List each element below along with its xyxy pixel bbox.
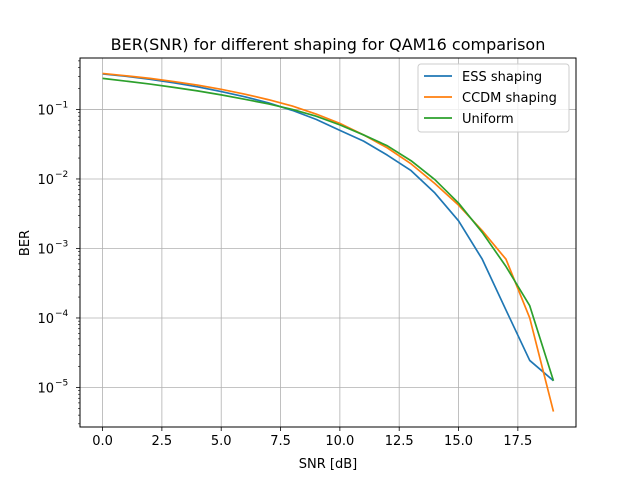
y-tick-base: 10 <box>37 312 54 327</box>
y-tick-exponent: −2 <box>55 170 68 180</box>
x-tick-label: 2.5 <box>152 434 173 449</box>
y-tick-label: 10 <box>37 381 54 396</box>
y-tick-label: 10 <box>37 173 54 188</box>
series-line-ess-shaping <box>102 73 555 382</box>
plot-frame <box>79 57 577 428</box>
legend: ESS shaping CCDM shaping Uniform <box>417 63 570 133</box>
legend-box <box>417 63 570 133</box>
x-tick-label: 5.0 <box>211 434 232 449</box>
series-layer <box>102 72 555 412</box>
y-tick-base: 10 <box>37 103 54 118</box>
y-tick-label: 10 <box>37 103 54 118</box>
y-tick-base: 10 <box>37 242 54 257</box>
x-tick-label: 17.5 <box>503 434 532 449</box>
legend-label: Uniform <box>462 112 514 127</box>
ticks: 0.0 2.5 5.0 7.5 10.0 12.5 15.0 17.510−510−410−3… <box>37 60 532 449</box>
y-tick-exponent: −5 <box>55 378 68 388</box>
legend-label: CCDM shaping <box>462 91 557 106</box>
y-tick-exponent: −4 <box>55 309 69 319</box>
y-tick-exponent: −1 <box>55 100 68 110</box>
x-tick-label: 12.5 <box>385 434 414 449</box>
chart-title: BER(SNR) for different shaping for QAM16… <box>111 35 546 54</box>
y-tick-exponent: −3 <box>55 239 68 249</box>
x-tick-label: 10.0 <box>325 434 354 449</box>
y-axis-title: BER <box>18 230 33 256</box>
y-tick-base: 10 <box>37 381 54 396</box>
series-line-uniform <box>102 77 555 381</box>
y-tick-label: 10 <box>37 242 54 257</box>
y-tick-label: 10 <box>37 312 54 327</box>
x-tick-label: 0.0 <box>92 434 113 449</box>
x-axis-title: SNR [dB] <box>299 457 357 472</box>
x-tick-label: 7.5 <box>270 434 291 449</box>
x-tick-label: 15.0 <box>444 434 473 449</box>
legend-label: ESS shaping <box>462 70 542 85</box>
y-tick-base: 10 <box>37 173 54 188</box>
